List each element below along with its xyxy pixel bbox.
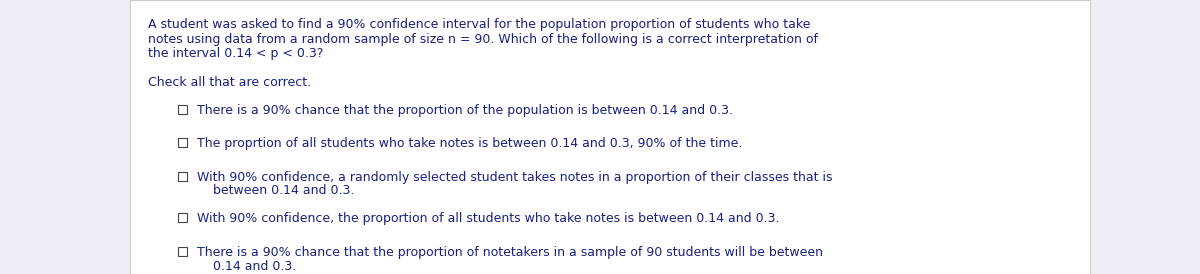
Bar: [178, 247, 187, 256]
Text: between 0.14 and 0.3.: between 0.14 and 0.3.: [197, 184, 354, 198]
Bar: [178, 105, 187, 114]
Text: Check all that are correct.: Check all that are correct.: [148, 76, 311, 89]
Bar: [178, 213, 187, 222]
Text: The proprtion of all students who take notes is between 0.14 and 0.3, 90% of the: The proprtion of all students who take n…: [197, 137, 743, 150]
Text: A student was asked to find a 90% confidence interval for the population proport: A student was asked to find a 90% confid…: [148, 18, 810, 31]
Bar: [130, 0, 1090, 274]
Bar: [178, 138, 187, 147]
Bar: [178, 172, 187, 181]
Text: With 90% confidence, a randomly selected student takes notes in a proportion of : With 90% confidence, a randomly selected…: [197, 171, 833, 184]
Text: notes using data from a random sample of size n = 90. Which of the following is : notes using data from a random sample of…: [148, 33, 818, 45]
Text: With 90% confidence, the proportion of all students who take notes is between 0.: With 90% confidence, the proportion of a…: [197, 212, 780, 225]
Text: the interval 0.14 < p < 0.3?: the interval 0.14 < p < 0.3?: [148, 47, 323, 60]
Text: There is a 90% chance that the proportion of the population is between 0.14 and : There is a 90% chance that the proportio…: [197, 104, 733, 117]
Text: 0.14 and 0.3.: 0.14 and 0.3.: [197, 259, 296, 273]
Text: There is a 90% chance that the proportion of notetakers in a sample of 90 studen: There is a 90% chance that the proportio…: [197, 246, 823, 259]
